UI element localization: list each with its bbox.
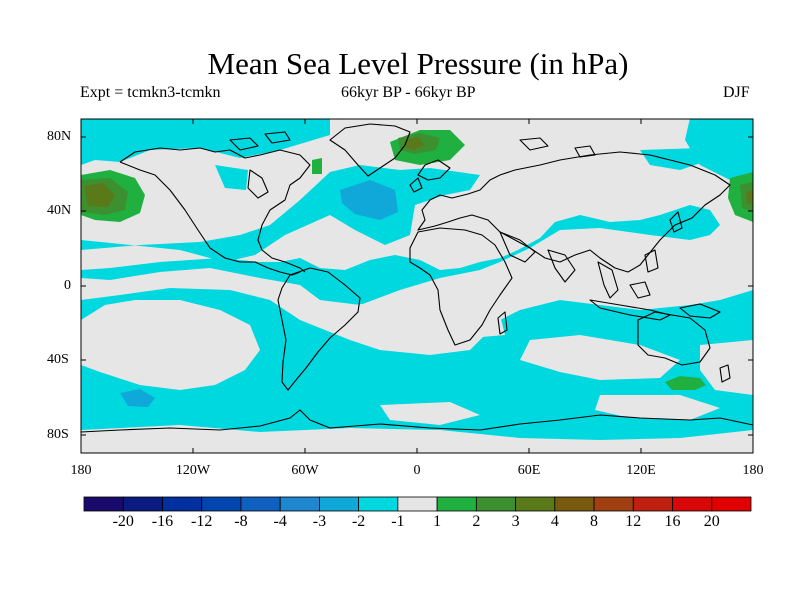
colorbar-label: -3 bbox=[312, 513, 327, 530]
colorbar-swatch bbox=[593, 496, 634, 512]
colorbar-label: 1 bbox=[433, 513, 442, 530]
colorbar-swatch bbox=[554, 496, 595, 512]
colorbar-label: -20 bbox=[112, 513, 134, 530]
colorbar-swatch bbox=[515, 496, 556, 512]
colorbar-swatch bbox=[201, 496, 242, 512]
colorbar-label: 12 bbox=[625, 513, 642, 530]
colorbar-label: 20 bbox=[703, 513, 720, 530]
lon-label-60w: 60W bbox=[291, 463, 319, 478]
colorbar-swatch bbox=[319, 496, 360, 512]
lon-label-180e: 180 bbox=[742, 463, 764, 478]
lon-label-120w: 120W bbox=[175, 463, 211, 478]
lat-label-80s: 80S bbox=[47, 427, 69, 442]
lon-label-60e: 60E bbox=[517, 463, 541, 478]
lon-label-120e: 120E bbox=[626, 463, 656, 478]
lat-label-40s: 40S bbox=[47, 352, 69, 367]
colorbar-label: 4 bbox=[550, 513, 559, 530]
lon-label-0: 0 bbox=[413, 463, 421, 478]
experiment-label: Expt = tcmkn3-tcmkn bbox=[80, 84, 221, 101]
colorbar-swatch bbox=[279, 496, 320, 512]
colorbar-swatch bbox=[358, 496, 399, 512]
colorbar-swatch bbox=[475, 496, 516, 512]
colorbar-swatch bbox=[397, 496, 438, 512]
colorbar-label: -2 bbox=[351, 513, 366, 530]
map-title: Mean Sea Level Pressure (in hPa) bbox=[207, 46, 629, 81]
axis-ticks bbox=[81, 119, 753, 453]
colorbar bbox=[83, 496, 752, 512]
colorbar-swatch bbox=[240, 496, 281, 512]
coastlines bbox=[81, 123, 753, 433]
colorbar-label: 2 bbox=[472, 513, 481, 530]
colorbar-label: -4 bbox=[273, 513, 287, 530]
colorbar-label: -16 bbox=[151, 513, 174, 530]
lat-label-80n: 80N bbox=[47, 129, 72, 144]
period-label: 66kyr BP - 66kyr BP bbox=[341, 84, 476, 101]
colorbar-swatch bbox=[162, 496, 203, 512]
colorbar-swatch bbox=[672, 496, 713, 512]
colorbar-label: -12 bbox=[191, 513, 213, 530]
map-field bbox=[81, 119, 753, 453]
colorbar-swatch bbox=[83, 496, 124, 512]
lat-label-0: 0 bbox=[64, 278, 71, 293]
colorbar-label: -8 bbox=[234, 513, 248, 530]
colorbar-label: 8 bbox=[590, 513, 599, 530]
colorbar-swatch bbox=[122, 496, 163, 512]
colorbar-swatch bbox=[436, 496, 477, 512]
season-label: DJF bbox=[723, 84, 750, 101]
colorbar-label: 16 bbox=[664, 513, 681, 530]
colorbar-label: -1 bbox=[391, 513, 405, 530]
colorbar-label: 3 bbox=[511, 513, 520, 530]
colorbar-swatch bbox=[711, 496, 752, 512]
lat-label-40n: 40N bbox=[47, 203, 72, 218]
colorbar-swatch bbox=[632, 496, 673, 512]
lon-label-180w: 180 bbox=[70, 463, 92, 478]
